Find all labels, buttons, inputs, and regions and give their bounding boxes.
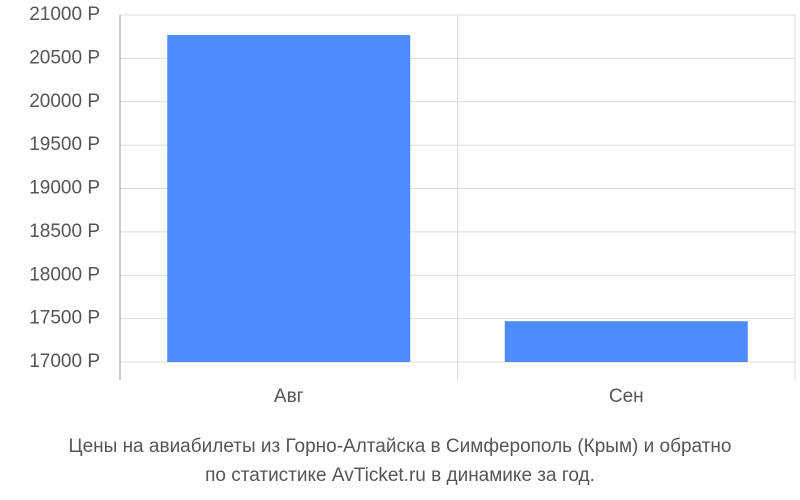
y-tick-label: 20500 Р bbox=[29, 47, 100, 68]
y-tick-label: 18500 Р bbox=[29, 221, 100, 242]
y-tick-label: 20000 Р bbox=[29, 91, 100, 112]
x-tick-label: Авг bbox=[274, 386, 304, 407]
chart-title: по статистике AvTicket.ru в динамике за … bbox=[205, 465, 595, 486]
chart-title: Цены на авиабилеты из Горно-Алтайска в С… bbox=[69, 436, 732, 457]
y-tick-label: 17500 Р bbox=[29, 308, 100, 329]
x-tick-label: Сен bbox=[609, 386, 644, 407]
y-tick-label: 19500 Р bbox=[29, 134, 100, 155]
y-tick-label: 17000 Р bbox=[29, 351, 100, 372]
bar bbox=[167, 34, 411, 362]
bar bbox=[504, 321, 748, 362]
y-tick-label: 19000 Р bbox=[29, 178, 100, 199]
y-tick-label: 18000 Р bbox=[29, 264, 100, 285]
y-tick-label: 21000 Р bbox=[29, 4, 100, 25]
